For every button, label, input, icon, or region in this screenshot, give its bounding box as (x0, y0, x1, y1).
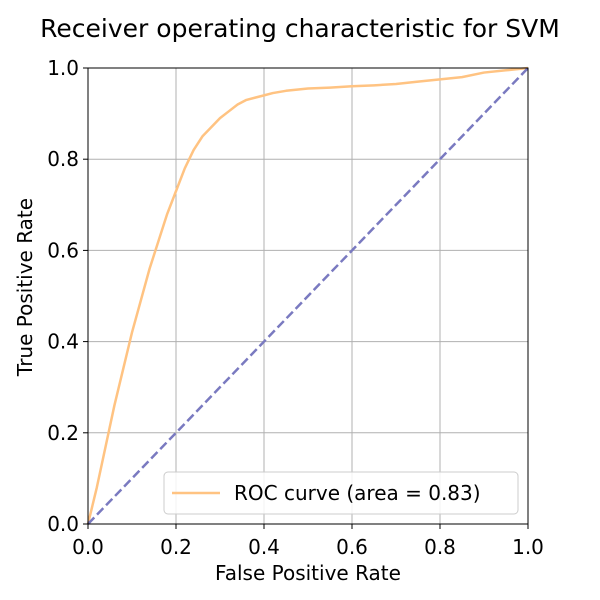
x-tick-label: 0.0 (72, 535, 104, 559)
y-tick-label: 0.6 (47, 238, 79, 262)
diagonal-reference-line (87, 67, 529, 525)
plot-area: 0.0 0.2 0.4 0.6 0.8 1.0 0.0 0.2 0.4 0.6 0.8 1.0 ROC … (47, 56, 544, 559)
legend: ROC curve (area = 0.83) (163, 471, 519, 515)
roc-curve-line (86, 66, 529, 525)
x-tick-label: 1.0 (512, 535, 544, 559)
y-tick-label: 0.4 (47, 330, 79, 354)
legend-label: ROC curve (area = 0.83) (234, 481, 481, 505)
x-tick-label: 0.6 (336, 535, 368, 559)
x-tick-label: 0.2 (160, 535, 192, 559)
y-tick-label: 0.2 (47, 421, 79, 445)
chart-title: Receiver operating characteristic for SV… (40, 14, 560, 43)
y-tick-label: 1.0 (47, 56, 79, 80)
y-axis-label: True Positive Rate (13, 198, 37, 377)
x-tick-label: 0.8 (424, 535, 456, 559)
x-axis-label: False Positive Rate (215, 561, 401, 585)
legend-box (163, 471, 519, 515)
x-tick-label: 0.4 (248, 535, 280, 559)
axes-frame (87, 67, 529, 525)
y-tick-label: 0.0 (47, 512, 79, 536)
y-tick-label: 0.8 (47, 147, 79, 171)
